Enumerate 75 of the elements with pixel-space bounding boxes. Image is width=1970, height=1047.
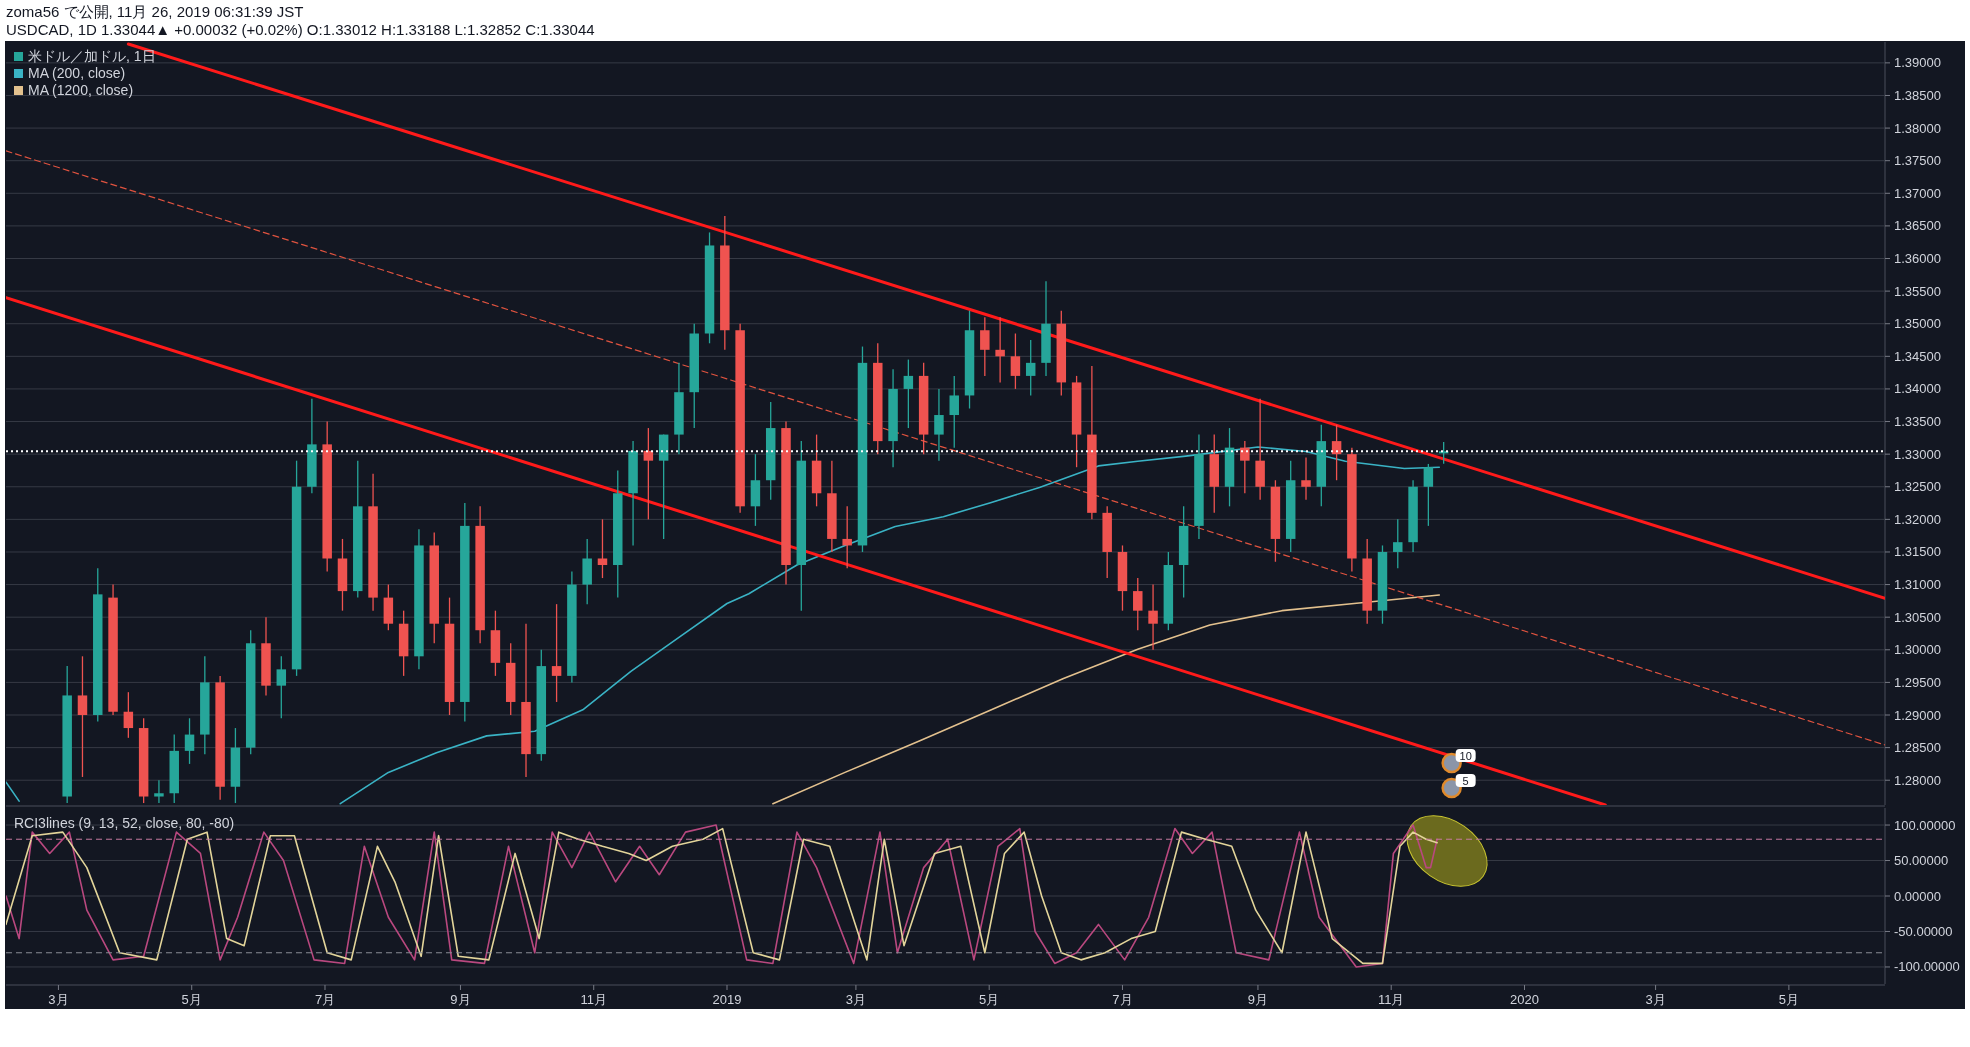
- y-tick-label: 1.28000: [1894, 772, 1941, 788]
- y-tick-label: 1.28500: [1894, 740, 1941, 756]
- x-tick-label: 5月: [979, 992, 1000, 1007]
- candlestick: [995, 316, 1005, 384]
- text: RCI3lines (9, 13, 52, close, 80, -80): [14, 815, 235, 831]
- x-tick-label: 2019: [712, 992, 742, 1007]
- candlestick: [1331, 424, 1342, 481]
- candlestick: [77, 655, 88, 778]
- y-tick-label: 1.30000: [1894, 642, 1941, 658]
- y-tick-label: 1.32500: [1894, 479, 1941, 495]
- x-tick-label: 2020: [1510, 992, 1539, 1007]
- y-tick-label: 1.38500: [1894, 87, 1941, 103]
- candlestick: [123, 691, 134, 739]
- candlestick: [1133, 577, 1143, 631]
- x-tick-label: 3月: [48, 992, 69, 1007]
- y-tick-label: 1.33500: [1894, 414, 1941, 430]
- y-tick-label: 1.34500: [1894, 348, 1941, 364]
- candlestick: [903, 358, 914, 429]
- x-tick-label: 7月: [1112, 992, 1133, 1007]
- legend-label: MA (200, close): [28, 65, 126, 81]
- candlestick: [980, 316, 990, 377]
- y-tick-label: 1.39000: [1894, 55, 1941, 71]
- candlestick: [842, 505, 852, 569]
- x-tick-label: 11月: [580, 992, 607, 1007]
- line-series: [772, 594, 1441, 805]
- y-tick-label: 0.00000: [1894, 888, 1941, 904]
- candlestick: [1148, 583, 1158, 651]
- x-tick-label: 11月: [1377, 992, 1405, 1007]
- chart-subtitle: USDCAD, 1D 1.33044▲ +0.00032 (+0.02%) O:1.33012 H:1.33188 L:1.32852 C:1.33044: [6, 21, 595, 38]
- y-tick-label: 1.35500: [1894, 283, 1941, 299]
- y-tick-label: 1.29000: [1894, 707, 1941, 723]
- y-tick-label: 1.32000: [1894, 511, 1941, 527]
- x-tick-label: 3月: [1645, 992, 1666, 1007]
- candlestick: [1010, 332, 1021, 390]
- candlestick: [949, 375, 959, 449]
- y-tick-label: 50.00000: [1894, 853, 1949, 869]
- y-tick-label: 1.36500: [1894, 218, 1941, 234]
- line-series: [339, 446, 1441, 805]
- y-tick-label: -100.00000: [1894, 959, 1960, 975]
- y-tick-label: 1.33000: [1894, 446, 1941, 462]
- y-tick-label: 1.29500: [1894, 674, 1941, 690]
- chart-title: zoma56 で公開, 11月 26, 2019 06:31:39 JST: [6, 3, 304, 20]
- y-tick-label: 1.31000: [1894, 577, 1941, 593]
- annotation: 10: [1459, 749, 1472, 762]
- candlestick: [934, 388, 944, 462]
- candlestick: [154, 779, 164, 804]
- candlestick: [1423, 463, 1434, 527]
- x-tick-label: 9月: [1247, 992, 1269, 1007]
- candlestick: [276, 655, 287, 719]
- x-tick-label: 5月: [1778, 992, 1799, 1007]
- candlestick: [184, 717, 195, 765]
- y-tick-label: 100.00000: [1894, 817, 1956, 833]
- legend-label: MA (1200, close): [28, 82, 134, 98]
- candlestick: [1393, 518, 1403, 569]
- y-tick-label: 1.31500: [1894, 544, 1941, 560]
- y-tick-label: 1.35000: [1894, 316, 1941, 332]
- y-tick-label: 1.30500: [1894, 609, 1941, 625]
- y-tick-label: 1.37500: [1894, 153, 1941, 169]
- annotation: 5: [1462, 774, 1469, 787]
- candlestick: [551, 603, 562, 703]
- y-tick-label: 1.34000: [1894, 381, 1941, 397]
- candlestick: [597, 518, 608, 579]
- x-tick-label: 7月: [314, 992, 336, 1007]
- x-tick-label: 5月: [181, 992, 202, 1007]
- candlestick: [1025, 339, 1036, 397]
- candlestick: [1240, 440, 1250, 494]
- legend-label: 米ドル／加ドル, 1日: [28, 48, 156, 64]
- candlestick: [643, 427, 654, 521]
- y-tick-label: 1.37000: [1894, 185, 1941, 201]
- x-tick-label: 3月: [845, 992, 867, 1007]
- y-tick-label: 1.36000: [1894, 251, 1941, 267]
- candlestick: [1301, 456, 1311, 501]
- x-tick-label: 9月: [450, 992, 471, 1007]
- y-tick-label: 1.38000: [1894, 120, 1941, 136]
- y-tick-label: -50.00000: [1894, 923, 1953, 939]
